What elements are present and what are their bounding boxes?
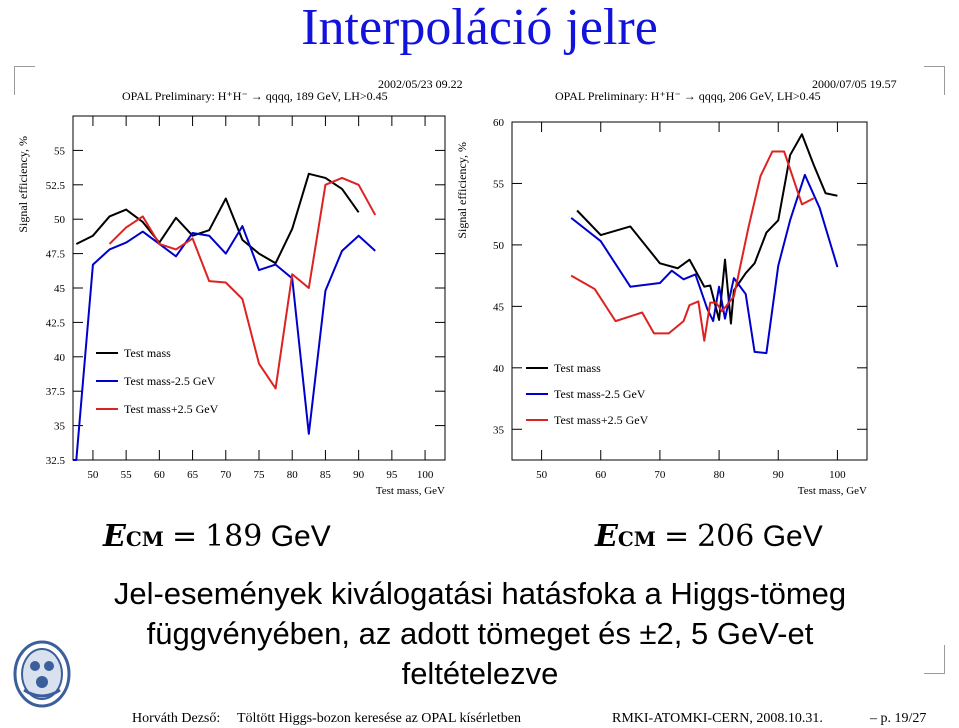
x-tick-label: 90 (773, 469, 785, 481)
description-line-3: feltételezve (401, 656, 559, 691)
y-tick-label: 37.5 (46, 386, 66, 398)
footer-author: Horváth Dezső: (132, 711, 221, 726)
x-tick-label: 70 (654, 469, 666, 481)
series-line-3 (108, 176, 377, 390)
series-line-1 (75, 172, 360, 265)
x-tick-label: 100 (829, 469, 846, 481)
x-axis-label: Test mass, GeV (798, 485, 867, 497)
corner-mark-bottom-right (924, 645, 945, 674)
left-chart-datetime: 2002/05/23 09.22 (378, 77, 463, 91)
x-tick-label: 65 (187, 469, 199, 481)
x-tick-label: 85 (320, 469, 332, 481)
x-tick-label: 70 (220, 469, 232, 481)
legend-label-3: Test mass+2.5 GeV (554, 413, 649, 427)
left-chart-header: OPAL Preliminary: H⁺H⁻ → qqqq, 189 GeV, … (122, 89, 388, 103)
x-tick-label: 80 (287, 469, 299, 481)
right-chart-header: OPAL Preliminary: H⁺H⁻ → qqqq, 206 GeV, … (555, 89, 821, 103)
y-tick-label: 35 (493, 424, 505, 436)
opal-logo-icon (13, 640, 71, 708)
plot-frame (511, 121, 868, 461)
ecm-label-right: ECM = 206 GeV (595, 519, 823, 554)
legend-label-1: Test mass (124, 346, 171, 360)
y-tick-label: 60 (493, 117, 505, 129)
x-tick-label: 50 (536, 469, 548, 481)
y-tick-label: 50 (493, 240, 505, 252)
x-tick-label: 80 (714, 469, 726, 481)
x-tick-label: 90 (353, 469, 365, 481)
y-tick-label: 45 (54, 283, 66, 295)
legend-label-2: Test mass-2.5 GeV (124, 374, 216, 388)
y-tick-label: 40 (54, 352, 66, 364)
x-tick-label: 60 (595, 469, 607, 481)
footer-page-number: – p. 19/27 (870, 711, 927, 726)
ecm-label-left: ECM = 189 GeV (103, 519, 331, 554)
y-tick-label: 52.5 (46, 180, 66, 192)
y-tick-label: 50 (54, 214, 66, 226)
y-axis-label: Signal efficiency, % (16, 136, 30, 233)
right-chart-datetime: 2000/07/05 19.57 (812, 77, 897, 91)
series-line-3 (570, 150, 815, 342)
y-tick-label: 55 (493, 178, 505, 190)
footer-venue: RMKI-ATOMKI-CERN, 2008.10.31. (612, 711, 823, 726)
slide-description: Jel-események kiválogatási hatásfoka a H… (60, 574, 900, 694)
corner-mark-top-right (924, 66, 945, 95)
series-line-1 (576, 133, 838, 325)
series-line-2 (73, 225, 376, 461)
legend-label-3: Test mass+2.5 GeV (124, 402, 219, 416)
y-tick-label: 42.5 (46, 317, 66, 329)
footer-talk-title: Töltött Higgs-bozon keresése az OPAL kís… (237, 711, 521, 726)
x-tick-label: 100 (417, 469, 434, 481)
y-tick-label: 47.5 (46, 249, 66, 261)
efficiency-chart-189-gev: 50 55 60 65 70 75 80 85 90 95 100 32.5 35 37.5 40 42.5 4… (16, 115, 446, 497)
x-tick-label: 60 (154, 469, 166, 481)
description-line-1: Jel-események kiválogatási hatásfoka a H… (113, 576, 847, 611)
series-line-2 (570, 173, 839, 355)
efficiency-chart-206-gev: 50 60 70 80 90 100 35 40 45 50 55 60 Test mass, GeV S… (455, 117, 868, 497)
y-tick-label: 45 (493, 301, 505, 313)
legend-label-2: Test mass-2.5 GeV (554, 387, 646, 401)
x-axis-label: Test mass, GeV (376, 485, 445, 497)
x-tick-label: 50 (87, 469, 99, 481)
y-tick-label: 55 (54, 145, 66, 157)
x-tick-label: 75 (254, 469, 266, 481)
y-axis-label: Signal efficiency, % (455, 142, 469, 239)
y-tick-label: 35 (54, 421, 66, 433)
description-line-2: függvényében, az adott tömeget és ±2, 5 … (146, 616, 814, 651)
corner-mark-top-left (14, 66, 35, 95)
legend-label-1: Test mass (554, 361, 601, 375)
y-tick-label: 40 (493, 363, 505, 375)
x-tick-label: 55 (121, 469, 133, 481)
slide-title: Interpoláció jelre (301, 0, 658, 56)
y-tick-label: 32.5 (46, 455, 66, 467)
x-tick-label: 95 (386, 469, 398, 481)
